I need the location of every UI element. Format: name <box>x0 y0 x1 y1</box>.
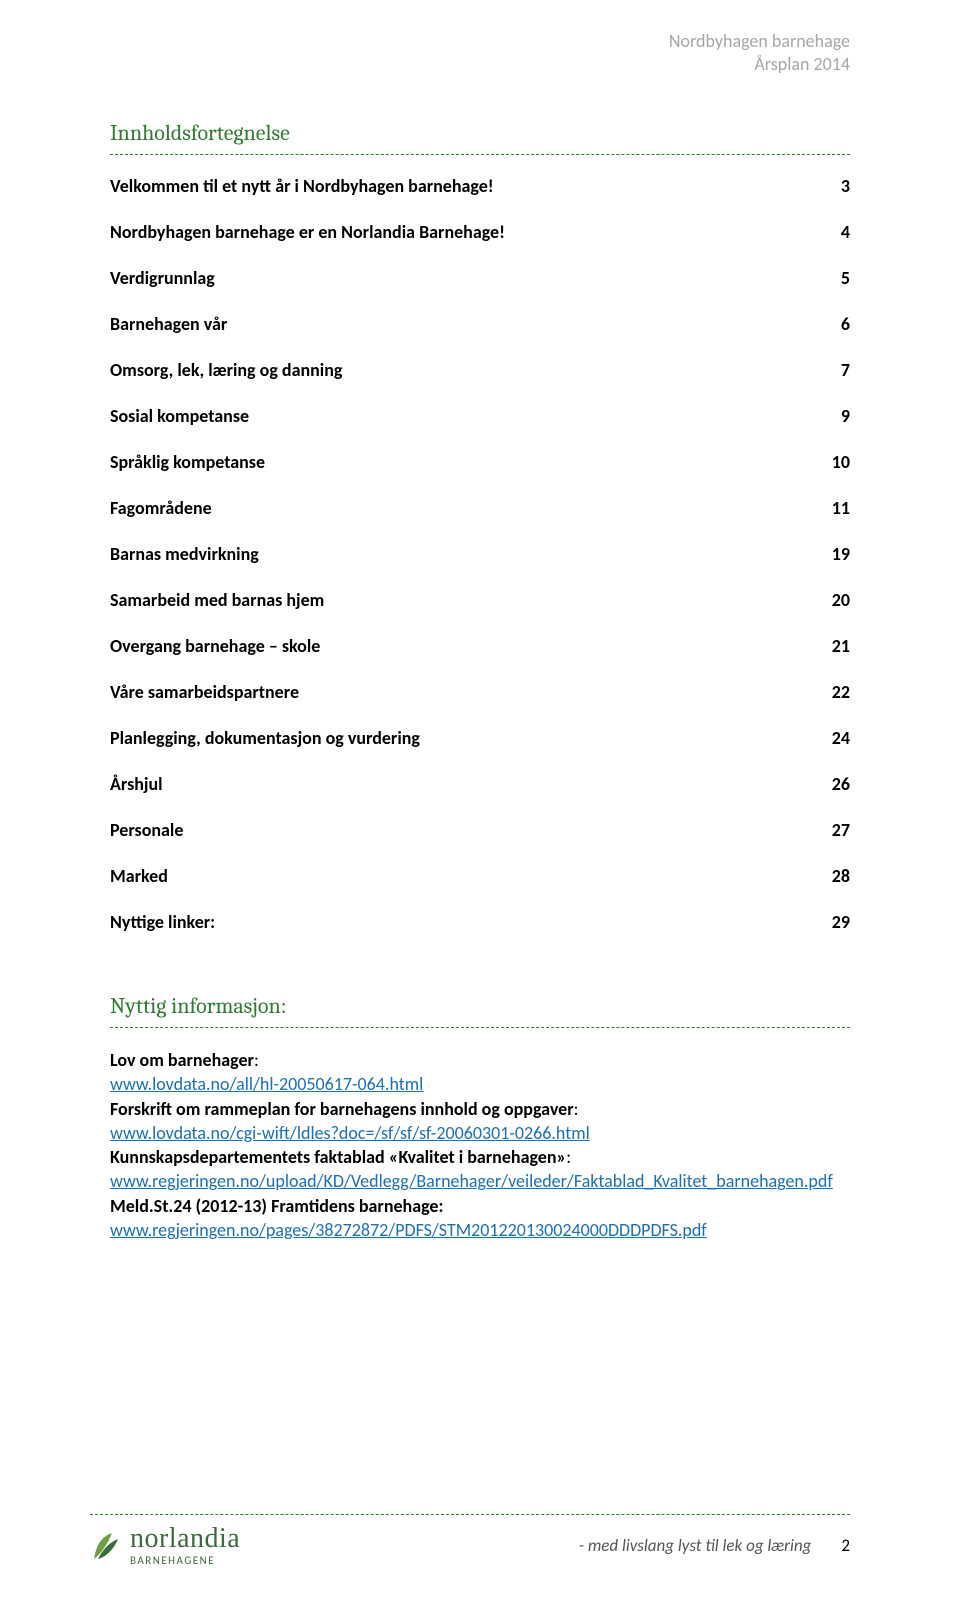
toc-page: 28 <box>810 865 850 887</box>
info-line5-bold: Kunnskapsdepartementets faktablad «Kvali… <box>110 1146 566 1168</box>
toc-label: Sosial kompetanse <box>110 405 810 427</box>
norlandia-logo: norlandia BARNEHAGENE <box>90 1525 240 1566</box>
toc-label: Velkommen til et nytt år i Nordbyhagen b… <box>110 175 810 197</box>
toc-row: Sosial kompetanse9 <box>110 405 850 427</box>
toc-label: Overgang barnehage – skole <box>110 635 810 657</box>
page-number: 2 <box>841 1535 850 1556</box>
running-header: Nordbyhagen barnehage Årsplan 2014 <box>669 30 850 77</box>
toc-row: Barnas medvirkning19 <box>110 543 850 565</box>
info-line7-bold: Meld.St.24 (2012-13) Framtidens barnehag… <box>110 1195 443 1217</box>
toc-page: 26 <box>810 773 850 795</box>
info-link-1[interactable]: www.lovdata.no/all/hl-20050617-064.html <box>110 1073 423 1095</box>
toc-page: 19 <box>810 543 850 565</box>
toc-label: Marked <box>110 865 810 887</box>
toc-label: Samarbeid med barnas hjem <box>110 589 810 611</box>
toc-row: Planlegging, dokumentasjon og vurdering2… <box>110 727 850 749</box>
toc-label: Verdigrunnlag <box>110 267 810 289</box>
toc-label: Våre samarbeidspartnere <box>110 681 810 703</box>
toc-row: Nyttige linker:29 <box>110 911 850 933</box>
info-line3-colon: : <box>574 1098 579 1120</box>
info-body: Lov om barnehager: www.lovdata.no/all/hl… <box>110 1048 850 1242</box>
toc-row: Årshjul26 <box>110 773 850 795</box>
toc-row: Overgang barnehage – skole21 <box>110 635 850 657</box>
toc-row: Språklig kompetanse10 <box>110 451 850 473</box>
header-line2: Årsplan 2014 <box>669 53 850 76</box>
toc-row: Fagområdene11 <box>110 497 850 519</box>
header-line1: Nordbyhagen barnehage <box>669 30 850 53</box>
info-link-4[interactable]: www.regjeringen.no/pages/38272872/PDFS/S… <box>110 1219 707 1241</box>
toc-row: Samarbeid med barnas hjem20 <box>110 589 850 611</box>
toc-page: 6 <box>810 313 850 335</box>
toc-page: 7 <box>810 359 850 381</box>
toc-page: 20 <box>810 589 850 611</box>
toc-page: 10 <box>810 451 850 473</box>
toc-title: Innholdsfortegnelse <box>110 120 850 146</box>
info-link-3[interactable]: www.regjeringen.no/upload/KD/Vedlegg/Bar… <box>110 1170 833 1192</box>
toc-row: Våre samarbeidspartnere22 <box>110 681 850 703</box>
toc-page: 5 <box>810 267 850 289</box>
toc-row: Verdigrunnlag5 <box>110 267 850 289</box>
toc-page: 4 <box>810 221 850 243</box>
toc-label: Omsorg, lek, læring og danning <box>110 359 810 381</box>
toc-page: 22 <box>810 681 850 703</box>
table-of-contents: Velkommen til et nytt år i Nordbyhagen b… <box>110 175 850 933</box>
toc-page: 24 <box>810 727 850 749</box>
logo-main-text: norlandia <box>130 1525 240 1553</box>
footer-divider <box>90 1514 850 1515</box>
toc-label: Nyttige linker: <box>110 911 810 933</box>
info-line3-bold: Forskrift om rammeplan for barnehagens i… <box>110 1098 574 1120</box>
toc-label: Barnehagen vår <box>110 313 810 335</box>
toc-label: Språklig kompetanse <box>110 451 810 473</box>
page-footer: norlandia BARNEHAGENE - med livslang lys… <box>90 1514 850 1566</box>
toc-label: Fagområdene <box>110 497 810 519</box>
info-divider <box>110 1027 850 1028</box>
toc-row: Omsorg, lek, læring og danning7 <box>110 359 850 381</box>
toc-label: Nordbyhagen barnehage er en Norlandia Ba… <box>110 221 810 243</box>
toc-label: Personale <box>110 819 810 841</box>
toc-page: 9 <box>810 405 850 427</box>
toc-divider <box>110 154 850 155</box>
info-section: Nyttig informasjon: Lov om barnehager: w… <box>110 993 850 1242</box>
toc-row: Barnehagen vår6 <box>110 313 850 335</box>
toc-page: 3 <box>810 175 850 197</box>
leaf-icon <box>90 1529 124 1563</box>
toc-label: Barnas medvirkning <box>110 543 810 565</box>
info-link-2[interactable]: www.lovdata.no/cgi-wift/ldles?doc=/sf/sf… <box>110 1122 590 1144</box>
toc-label: Årshjul <box>110 773 810 795</box>
toc-row: Nordbyhagen barnehage er en Norlandia Ba… <box>110 221 850 243</box>
toc-page: 27 <box>810 819 850 841</box>
logo-sub-text: BARNEHAGENE <box>130 1555 240 1566</box>
info-line5-colon: : <box>566 1146 571 1168</box>
toc-label: Planlegging, dokumentasjon og vurdering <box>110 727 810 749</box>
toc-row: Marked28 <box>110 865 850 887</box>
toc-page: 21 <box>810 635 850 657</box>
toc-page: 29 <box>810 911 850 933</box>
toc-row: Velkommen til et nytt år i Nordbyhagen b… <box>110 175 850 197</box>
footer-tagline: - med livslang lyst til lek og læring <box>579 1535 812 1556</box>
info-line1-bold: Lov om barnehager <box>110 1049 254 1071</box>
info-title: Nyttig informasjon: <box>110 993 850 1019</box>
toc-page: 11 <box>810 497 850 519</box>
info-line1-colon: : <box>254 1049 259 1071</box>
toc-row: Personale27 <box>110 819 850 841</box>
